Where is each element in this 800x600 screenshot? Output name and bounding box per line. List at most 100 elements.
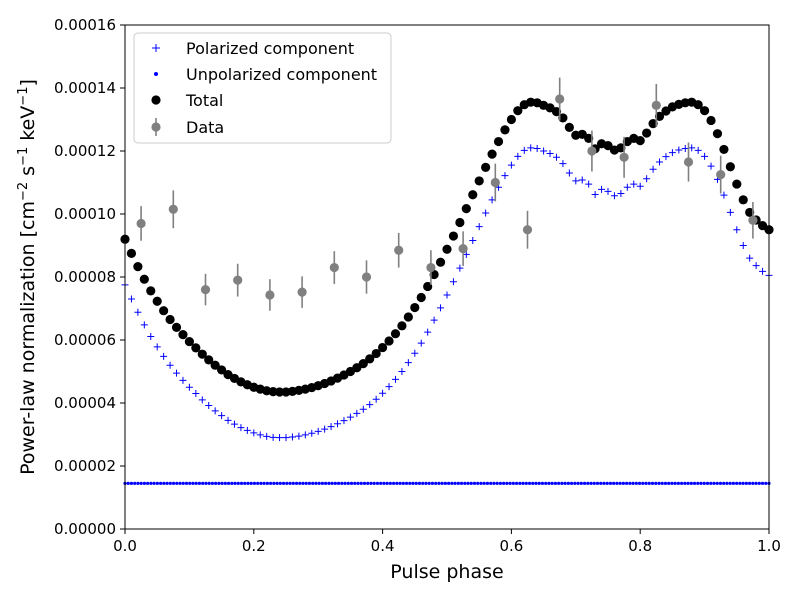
- series-total: [120, 97, 774, 397]
- unpolarized-point: [375, 481, 380, 485]
- unpolarized-point: [314, 481, 318, 485]
- legend-marker-data: [151, 122, 161, 132]
- polarized-point: [198, 396, 206, 404]
- polarized-point: [282, 434, 290, 442]
- unpolarized-point: [692, 481, 697, 485]
- unpolarized-point: [440, 481, 444, 485]
- unpolarized-point: [579, 481, 583, 485]
- polarized-point: [752, 262, 760, 270]
- unpolarized-point: [608, 481, 613, 485]
- x-tick-label: 0.8: [628, 537, 652, 555]
- polarized-point: [527, 144, 535, 152]
- unpolarized-point: [356, 481, 360, 485]
- y-tick-label: 0.00008: [54, 268, 116, 286]
- total-point: [654, 111, 665, 121]
- total-point: [706, 115, 716, 126]
- unpolarized-point: [265, 481, 269, 485]
- unpolarized-point: [201, 481, 205, 485]
- unpolarized-point: [592, 481, 596, 485]
- polarized-point: [417, 339, 425, 347]
- unpolarized-point: [663, 481, 668, 485]
- unpolarized-point: [463, 481, 467, 485]
- unpolarized-point: [476, 481, 480, 485]
- total-point: [558, 113, 568, 123]
- unpolarized-point: [398, 481, 402, 485]
- unpolarized-point: [294, 481, 299, 485]
- unpolarized-point: [764, 481, 768, 485]
- unpolarized-point: [760, 481, 765, 485]
- unpolarized-point: [667, 481, 671, 485]
- total-point: [423, 281, 433, 292]
- total-point: [126, 248, 137, 258]
- unpolarized-point: [385, 481, 389, 485]
- polarized-point: [591, 190, 599, 198]
- unpolarized-point: [728, 481, 732, 485]
- unpolarized-point: [569, 481, 574, 485]
- unpolarized-point: [256, 481, 260, 485]
- polarized-point: [391, 375, 399, 383]
- unpolarized-point: [738, 481, 742, 485]
- polarized-point: [681, 144, 689, 152]
- polarized-point: [173, 369, 181, 377]
- polarized-point: [185, 383, 193, 391]
- unpolarized-point: [631, 481, 635, 485]
- total-point: [693, 100, 703, 110]
- unpolarized-point: [178, 481, 182, 485]
- y-tick-label: 0.00014: [54, 79, 116, 97]
- total-point: [210, 360, 220, 370]
- unpolarized-point: [181, 481, 185, 485]
- unpolarized-point: [654, 481, 658, 485]
- unpolarized-point: [379, 481, 383, 485]
- unpolarized-point: [602, 481, 606, 485]
- unpolarized-point: [220, 481, 224, 485]
- unpolarized-point: [223, 481, 227, 485]
- total-point: [217, 365, 227, 375]
- unpolarized-point: [518, 481, 522, 485]
- x-tick-label: 0.2: [242, 537, 266, 555]
- unpolarized-point: [544, 481, 548, 485]
- unpolarized-point: [498, 481, 502, 485]
- total-point: [390, 329, 401, 339]
- unpolarized-point: [204, 481, 208, 485]
- polarized-point: [224, 416, 232, 424]
- polarized-point: [263, 432, 271, 440]
- polarized-point: [649, 165, 657, 173]
- unpolarized-point: [417, 481, 422, 485]
- total-point: [358, 359, 368, 369]
- unpolarized-point: [230, 481, 234, 485]
- unpolarized-point: [307, 481, 312, 485]
- unpolarized-point: [456, 481, 460, 485]
- unpolarized-point: [246, 481, 250, 485]
- total-point: [139, 274, 149, 284]
- unpolarized-point: [524, 481, 528, 485]
- unpolarized-point: [540, 481, 545, 485]
- unpolarized-point: [618, 481, 622, 485]
- unpolarized-point: [298, 481, 302, 485]
- unpolarized-point: [521, 481, 525, 485]
- total-point: [603, 141, 613, 151]
- unpolarized-point: [582, 481, 587, 485]
- unpolarized-point: [165, 481, 169, 485]
- total-point: [410, 302, 420, 313]
- unpolarized-point: [712, 481, 716, 485]
- unpolarized-point: [634, 481, 638, 485]
- total-point: [642, 128, 652, 138]
- polarized-point: [552, 153, 560, 161]
- total-point: [152, 296, 162, 306]
- total-point: [146, 286, 156, 296]
- unpolarized-point: [139, 481, 143, 485]
- polarized-point: [630, 180, 638, 188]
- total-point: [500, 125, 510, 135]
- unpolarized-point: [226, 481, 231, 485]
- polarized-point: [469, 236, 477, 244]
- unpolarized-point: [722, 481, 726, 485]
- unpolarized-point: [353, 481, 357, 485]
- polarized-point: [507, 161, 515, 169]
- y-tick-label: 0.00000: [54, 520, 116, 538]
- unpolarized-point: [576, 481, 580, 485]
- unpolarized-point: [324, 481, 328, 485]
- unpolarized-point: [453, 481, 457, 485]
- unpolarized-point: [705, 481, 710, 485]
- unpolarized-point: [531, 481, 535, 485]
